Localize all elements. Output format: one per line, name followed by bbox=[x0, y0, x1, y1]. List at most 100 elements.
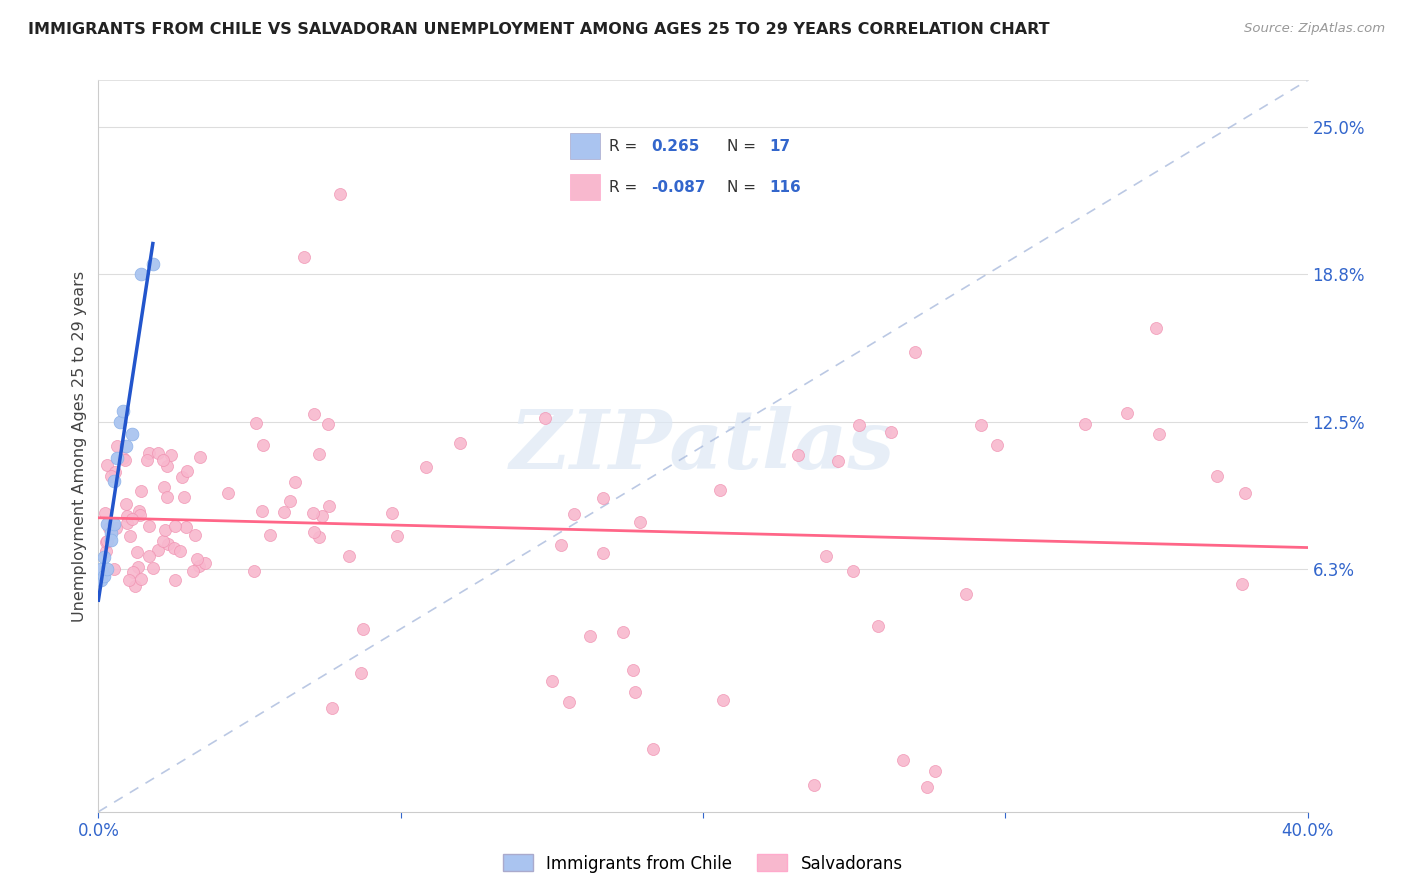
Point bbox=[111, 450, 134, 465]
Point bbox=[104, 465, 127, 479]
Point bbox=[308, 447, 330, 461]
Point bbox=[129, 508, 152, 522]
Point bbox=[190, 450, 212, 464]
Point bbox=[592, 546, 614, 560]
Point bbox=[562, 507, 585, 521]
Point bbox=[125, 544, 148, 558]
Point bbox=[350, 666, 373, 681]
Point bbox=[624, 685, 647, 699]
Point bbox=[183, 528, 205, 542]
Point bbox=[924, 764, 946, 778]
Point bbox=[250, 504, 273, 518]
Point bbox=[550, 538, 572, 552]
Point bbox=[114, 439, 136, 453]
Point bbox=[96, 562, 118, 576]
Point bbox=[842, 564, 865, 578]
Point bbox=[96, 516, 118, 531]
Point bbox=[103, 516, 125, 531]
Point bbox=[111, 403, 134, 417]
Point bbox=[337, 549, 360, 564]
Point bbox=[115, 497, 138, 511]
Point bbox=[415, 459, 437, 474]
Point bbox=[138, 519, 160, 533]
Point bbox=[243, 564, 266, 578]
Point bbox=[152, 453, 174, 467]
Point bbox=[278, 494, 301, 508]
Point bbox=[121, 427, 143, 442]
Point bbox=[118, 528, 141, 542]
Point bbox=[156, 537, 179, 551]
Text: IMMIGRANTS FROM CHILE VS SALVADORAN UNEMPLOYMENT AMONG AGES 25 TO 29 YEARS CORRE: IMMIGRANTS FROM CHILE VS SALVADORAN UNEM… bbox=[28, 22, 1050, 37]
Point bbox=[904, 344, 927, 359]
Point bbox=[93, 568, 115, 582]
Point bbox=[146, 543, 169, 558]
Point bbox=[381, 507, 404, 521]
Point bbox=[114, 452, 136, 467]
Point bbox=[128, 504, 150, 518]
Point bbox=[1115, 406, 1137, 420]
Point bbox=[186, 552, 208, 566]
Point bbox=[93, 506, 115, 520]
Y-axis label: Unemployment Among Ages 25 to 29 years: Unemployment Among Ages 25 to 29 years bbox=[72, 270, 87, 622]
Point bbox=[815, 549, 838, 563]
Point bbox=[138, 549, 160, 564]
Point bbox=[621, 663, 644, 677]
Point bbox=[94, 535, 117, 549]
Point bbox=[142, 561, 165, 575]
Point bbox=[100, 469, 122, 483]
Point bbox=[121, 512, 143, 526]
Point bbox=[891, 752, 914, 766]
Point bbox=[915, 780, 938, 794]
Point bbox=[302, 408, 325, 422]
Point bbox=[152, 534, 174, 549]
Point bbox=[711, 692, 734, 706]
Point bbox=[534, 411, 557, 425]
Point bbox=[105, 450, 128, 465]
Point bbox=[316, 417, 339, 431]
Point bbox=[311, 509, 333, 524]
Point bbox=[105, 439, 128, 453]
Point bbox=[129, 267, 152, 281]
Point bbox=[146, 446, 169, 460]
Point bbox=[122, 565, 145, 579]
Point bbox=[142, 257, 165, 271]
Point bbox=[321, 700, 343, 714]
Point bbox=[709, 483, 731, 497]
Point bbox=[803, 778, 825, 792]
Point bbox=[955, 586, 977, 600]
Point bbox=[188, 559, 211, 574]
Point bbox=[592, 491, 614, 505]
Point bbox=[118, 573, 141, 587]
Point bbox=[96, 458, 118, 472]
Point bbox=[1230, 577, 1253, 591]
Point bbox=[153, 480, 176, 494]
Point bbox=[284, 475, 307, 490]
Point bbox=[165, 518, 187, 533]
Text: ZIPatlas: ZIPatlas bbox=[510, 406, 896, 486]
Point bbox=[318, 499, 340, 513]
Point bbox=[103, 475, 125, 489]
Point bbox=[1074, 417, 1097, 432]
Point bbox=[170, 469, 193, 483]
Point bbox=[93, 549, 115, 564]
Point bbox=[163, 574, 186, 588]
Point bbox=[1147, 427, 1170, 442]
Point bbox=[90, 574, 112, 588]
Point bbox=[1206, 469, 1229, 483]
Point bbox=[217, 486, 239, 500]
Point bbox=[302, 525, 325, 540]
Point bbox=[90, 562, 112, 576]
Point bbox=[115, 516, 138, 531]
Point bbox=[329, 186, 352, 201]
Point bbox=[105, 521, 128, 535]
Point bbox=[103, 562, 125, 576]
Point bbox=[259, 528, 281, 542]
Point bbox=[302, 506, 325, 520]
Point bbox=[162, 541, 184, 556]
Point bbox=[98, 521, 121, 535]
Point bbox=[100, 526, 122, 541]
Point bbox=[848, 418, 870, 433]
Point bbox=[129, 483, 152, 498]
Point bbox=[124, 579, 146, 593]
Point bbox=[879, 425, 901, 440]
